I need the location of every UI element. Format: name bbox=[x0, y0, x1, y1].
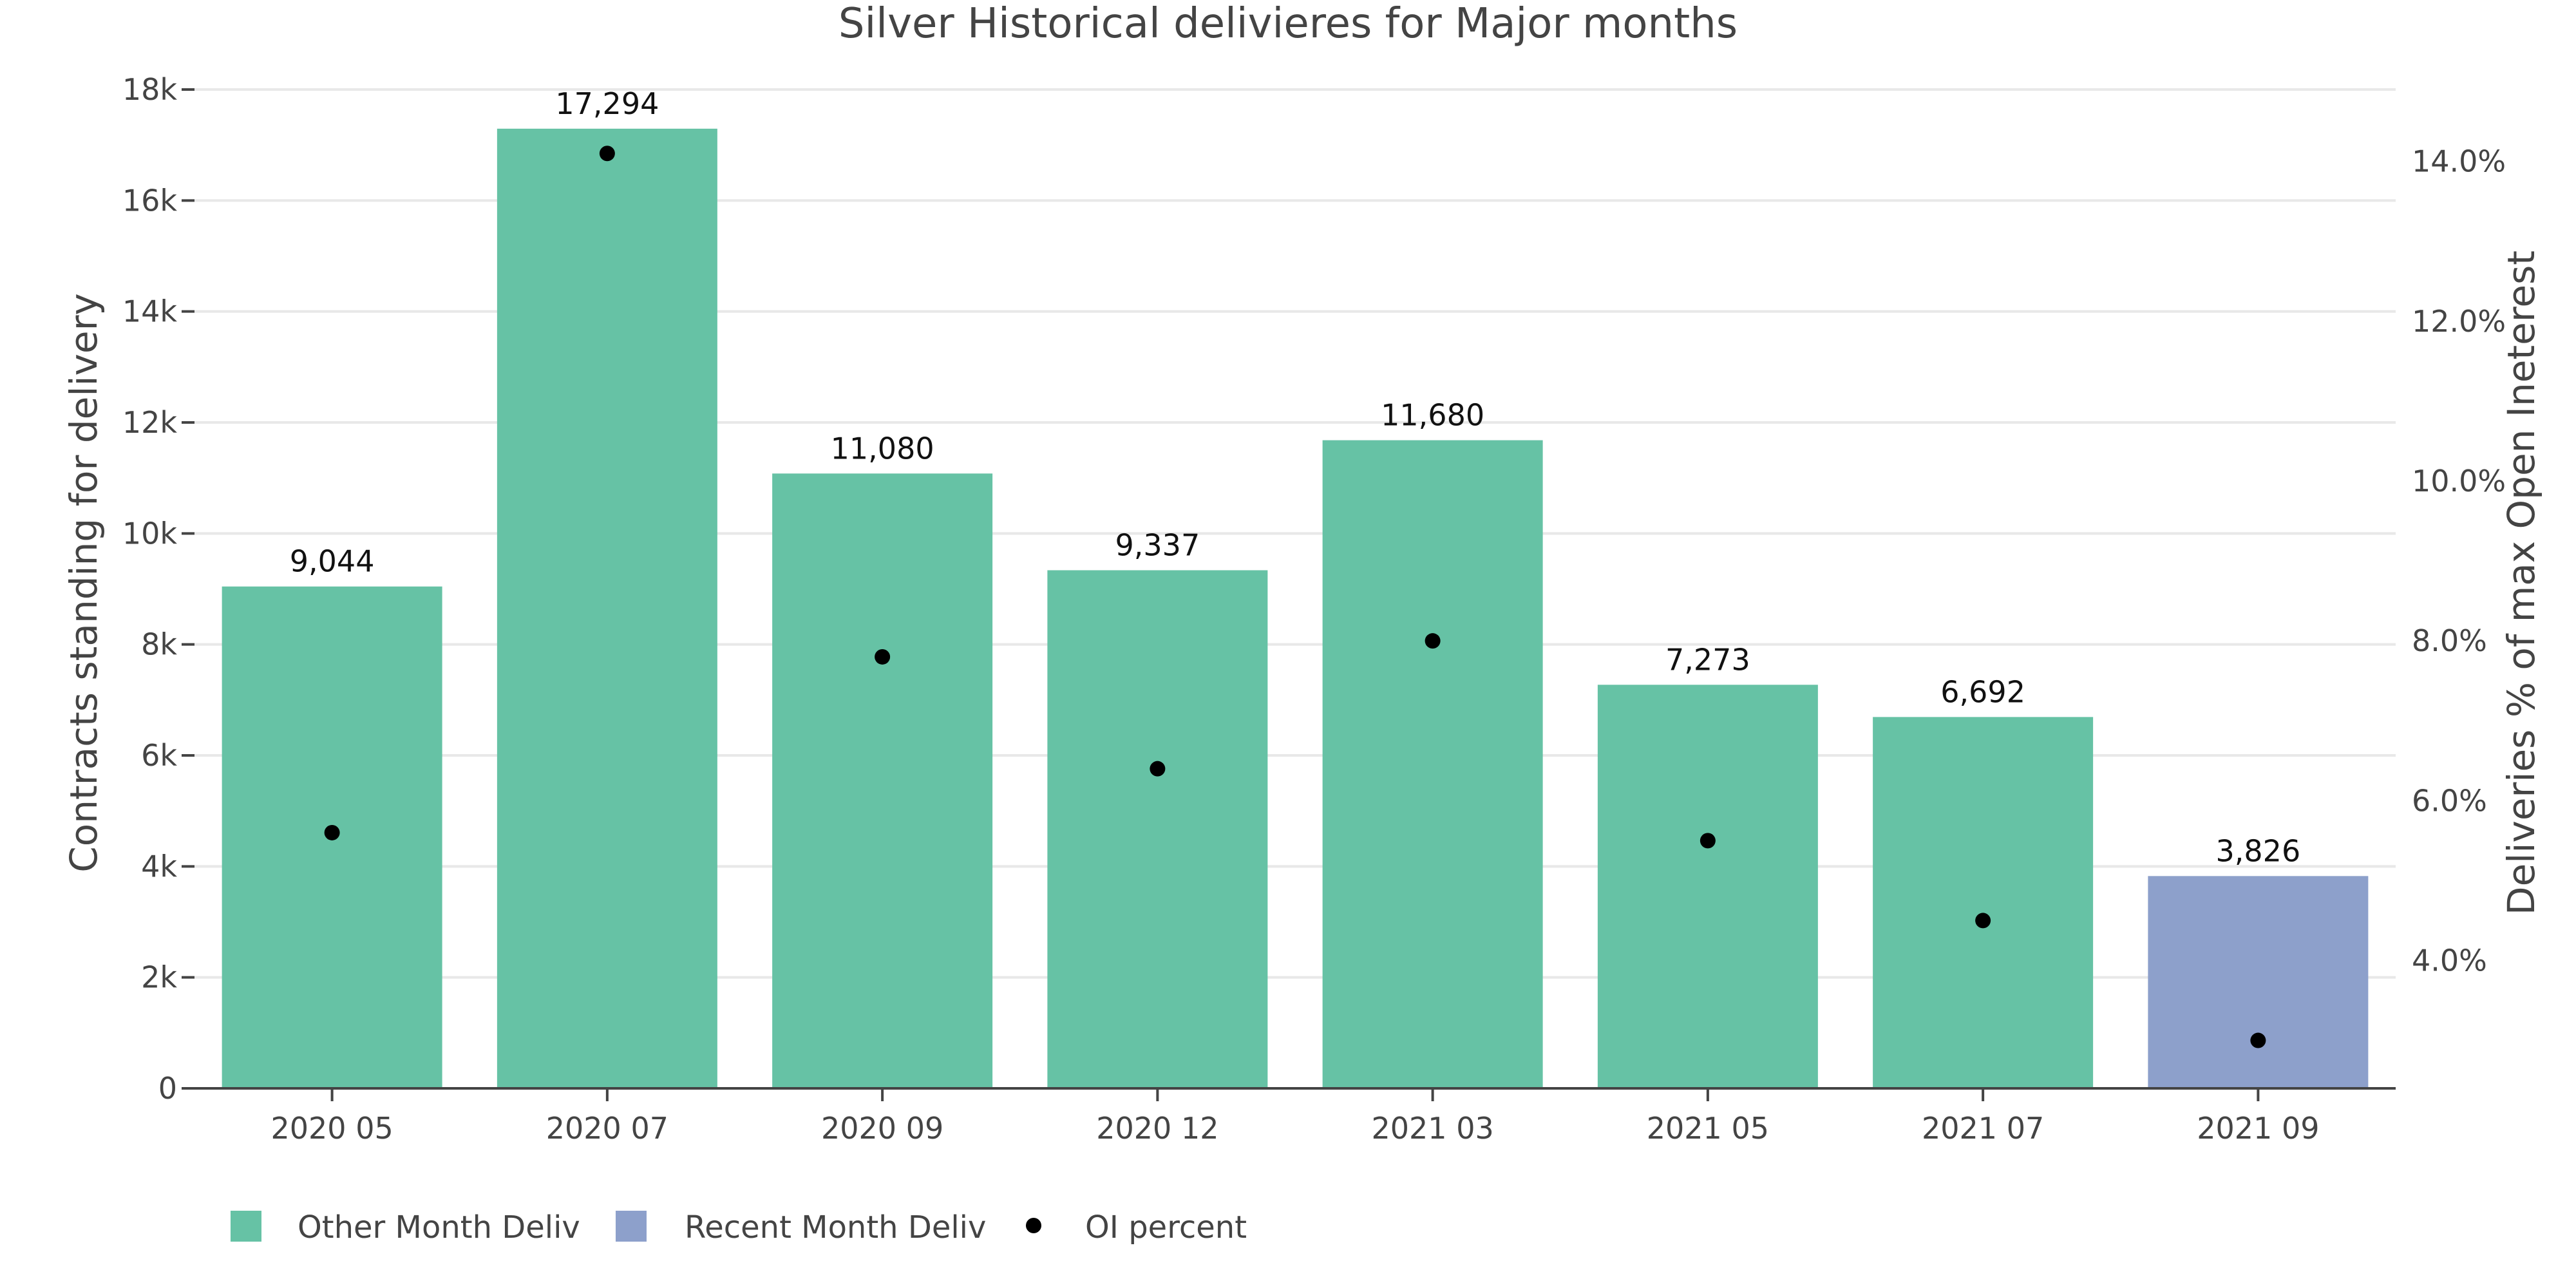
x-tick-label: 2020 09 bbox=[821, 1111, 943, 1146]
bar-other-month bbox=[1597, 685, 1818, 1088]
bar-other-month bbox=[497, 128, 717, 1089]
y-tick-label: 4k bbox=[141, 849, 177, 884]
oi-percent-point bbox=[1425, 633, 1441, 649]
bars-layer bbox=[222, 128, 2369, 1089]
oi-percent-point bbox=[1700, 833, 1716, 849]
oi-percent-point bbox=[1975, 913, 1991, 929]
y2-axis-title: Deliveries % of max Open Ineterest bbox=[2499, 251, 2543, 915]
y-axis-ticks: 0 2k 4k 6k 8k 10k 12k 14k 16k 18k bbox=[122, 72, 194, 1106]
y-tick-label: 16k bbox=[122, 183, 178, 218]
y-axis-title: Contracts standing for delivery bbox=[62, 293, 106, 872]
bar-value-label: 9,337 bbox=[1115, 527, 1200, 562]
y-tick-label: 14k bbox=[122, 294, 178, 329]
x-tick-label: 2021 07 bbox=[1922, 1111, 2044, 1146]
x-tick-label: 2021 03 bbox=[1372, 1111, 1494, 1146]
bar-other-month bbox=[1047, 570, 1268, 1088]
bar-value-label: 11,680 bbox=[1381, 398, 1484, 433]
y2-tick-label: 4.0% bbox=[2412, 943, 2487, 978]
oi-percent-point bbox=[324, 824, 340, 840]
x-tick-label: 2021 09 bbox=[2197, 1111, 2319, 1146]
y-tick-label: 6k bbox=[141, 738, 177, 773]
legend-label-other-month: Other Month Deliv bbox=[298, 1209, 580, 1245]
bar-recent-month bbox=[2148, 876, 2369, 1088]
x-tick-label: 2020 05 bbox=[271, 1111, 393, 1146]
oi-percent-point bbox=[599, 146, 615, 162]
y2-axis-ticks: 4.0% 6.0% 8.0% 10.0% 12.0% 14.0% bbox=[2412, 144, 2506, 978]
legend-marker-oi-percent bbox=[1026, 1218, 1041, 1233]
y2-tick-label: 6.0% bbox=[2412, 783, 2487, 818]
y2-tick-label: 8.0% bbox=[2412, 623, 2487, 658]
y2-tick-label: 14.0% bbox=[2412, 144, 2506, 179]
legend-label-recent-month: Recent Month Deliv bbox=[685, 1209, 986, 1245]
y-tick-label: 2k bbox=[141, 960, 177, 995]
bar-other-month bbox=[1873, 717, 2094, 1088]
y-tick-label: 18k bbox=[122, 72, 178, 107]
legend-label-oi-percent: OI percent bbox=[1085, 1209, 1247, 1245]
oi-percent-point bbox=[2250, 1032, 2266, 1048]
bar-value-label: 11,080 bbox=[831, 431, 934, 466]
bar-value-label: 7,273 bbox=[1665, 642, 1750, 677]
bar-other-month bbox=[772, 473, 993, 1088]
bar-value-label: 9,044 bbox=[290, 544, 375, 579]
y2-tick-label: 10.0% bbox=[2412, 464, 2506, 498]
y-tick-label: 12k bbox=[122, 405, 178, 440]
chart-title: Silver Historical delivieres for Major m… bbox=[838, 0, 1738, 48]
data-labels-layer: 9,044 17,294 11,080 9,337 11,680 7,273 6,692 3,… bbox=[290, 86, 2300, 868]
y-tick-label: 0 bbox=[158, 1071, 177, 1106]
legend-swatch-other-month bbox=[231, 1211, 261, 1242]
x-tick-label: 2020 12 bbox=[1096, 1111, 1218, 1146]
y-tick-label: 8k bbox=[141, 627, 177, 662]
legend-swatch-recent-month bbox=[616, 1211, 647, 1242]
x-tick-label: 2020 07 bbox=[546, 1111, 668, 1146]
oi-percent-point bbox=[875, 649, 891, 665]
bar-value-label: 3,826 bbox=[2216, 833, 2301, 868]
y-tick-label: 10k bbox=[122, 516, 178, 551]
x-tick-label: 2021 05 bbox=[1647, 1111, 1769, 1146]
bar-other-month bbox=[1322, 440, 1543, 1088]
oi-percent-point bbox=[1150, 761, 1166, 777]
y2-tick-label: 12.0% bbox=[2412, 304, 2506, 339]
bar-value-label: 6,692 bbox=[1940, 674, 2025, 709]
bar-value-label: 17,294 bbox=[555, 86, 659, 121]
legend: Other Month Deliv Recent Month Deliv OI … bbox=[231, 1209, 1247, 1245]
oi-points-layer bbox=[324, 146, 2266, 1048]
x-axis-ticks: 2020 05 2020 07 2020 09 2020 12 2021 03 2021 … bbox=[271, 1088, 2319, 1146]
